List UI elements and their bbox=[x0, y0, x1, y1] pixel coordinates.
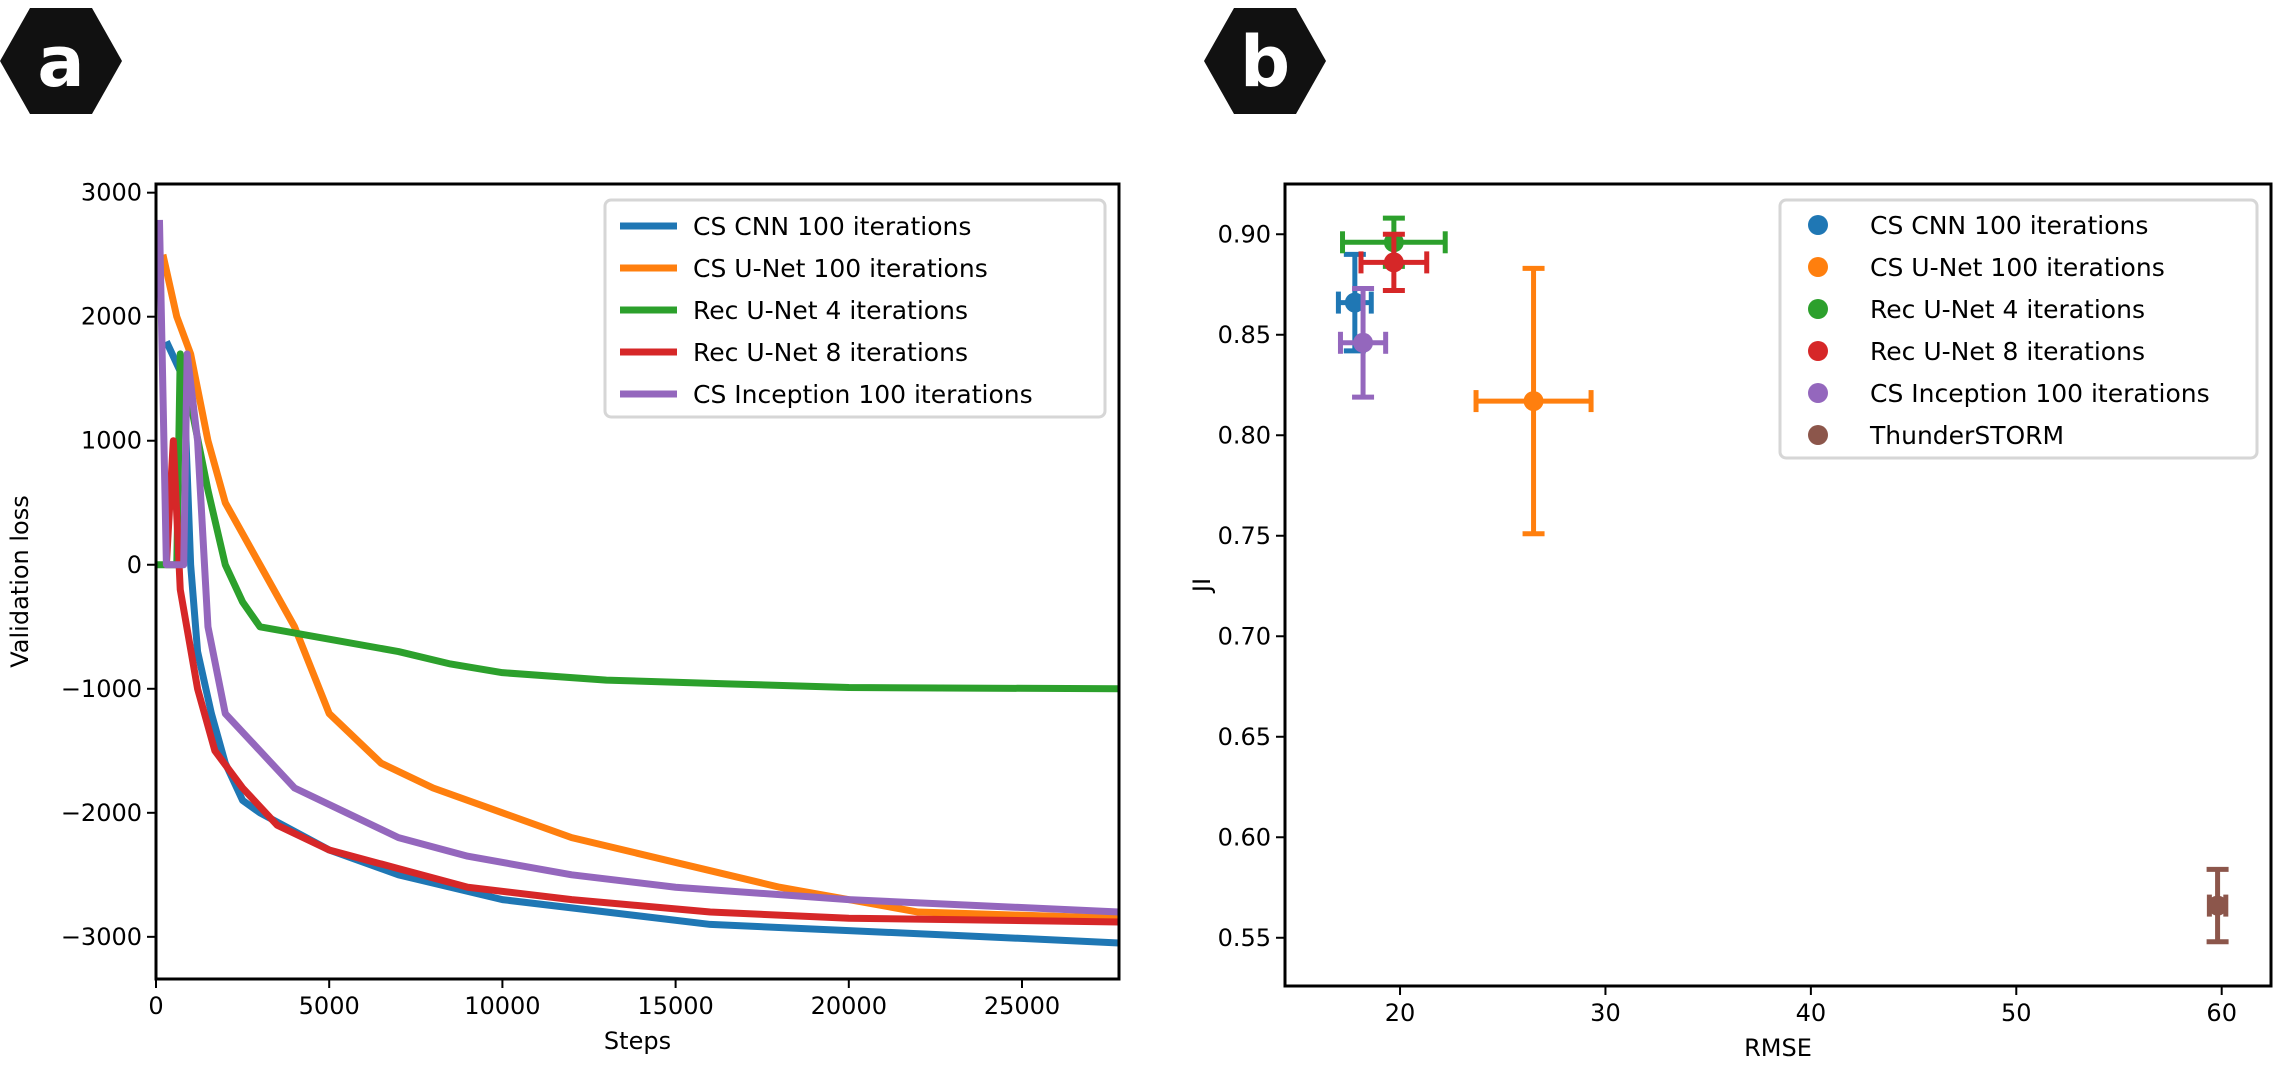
series-line-1 bbox=[159, 253, 1119, 922]
legend-item: Rec U-Net 4 iterations bbox=[1808, 295, 2145, 324]
data-point-5 bbox=[2206, 866, 2229, 945]
axes-frame bbox=[154, 182, 1121, 981]
legend-item: CS U-Net 100 iterations bbox=[1808, 253, 2165, 282]
x-tick-label: 20000 bbox=[811, 992, 887, 1020]
legend-marker bbox=[1808, 425, 1828, 445]
x-tick-label: 60 bbox=[2206, 999, 2237, 1027]
legend-label: CS U-Net 100 iterations bbox=[1870, 253, 2165, 282]
x-tick-label: 25000 bbox=[984, 992, 1060, 1020]
legend: CS CNN 100 iterations CS U-Net 100 iterat… bbox=[1778, 198, 2259, 460]
legend-marker bbox=[1808, 257, 1828, 277]
y-tick-label: 0.75 bbox=[1218, 522, 1271, 550]
series-line-4 bbox=[156, 219, 1119, 916]
badge-a: a bbox=[0, 8, 122, 114]
y-tick-label: 0.70 bbox=[1218, 622, 1271, 650]
x-tick-label: 0 bbox=[148, 992, 163, 1020]
data-point-0 bbox=[1335, 251, 1374, 354]
y-tick-label: −1000 bbox=[61, 675, 142, 703]
legend-item: CS CNN 100 iterations bbox=[620, 212, 971, 241]
y-tick-label: 2000 bbox=[81, 303, 142, 331]
axes-frame bbox=[1283, 182, 2273, 988]
y-tick-label: 1000 bbox=[81, 427, 142, 455]
y-tick-label: 0.80 bbox=[1218, 421, 1271, 449]
y-tick-label: 3000 bbox=[81, 179, 142, 207]
y-axis-label: JI bbox=[1188, 578, 1216, 594]
x-tick-label: 30 bbox=[1590, 999, 1621, 1027]
legend-marker bbox=[1808, 299, 1828, 319]
badge-b: b bbox=[1204, 8, 1326, 114]
data-point-3 bbox=[1358, 231, 1430, 294]
hexagon-badge-icon bbox=[0, 8, 122, 114]
legend: CS CNN 100 iterations CS U-Net 100 iterat… bbox=[603, 198, 1107, 419]
legend-label: CS U-Net 100 iterations bbox=[693, 254, 988, 283]
legend-label: Rec U-Net 8 iterations bbox=[693, 338, 968, 367]
marker bbox=[1523, 391, 1544, 412]
legend-label: Rec U-Net 4 iterations bbox=[693, 296, 968, 325]
data-point-1 bbox=[1473, 265, 1594, 537]
x-tick-label: 40 bbox=[1796, 999, 1827, 1027]
legend-item: CS CNN 100 iterations bbox=[1808, 211, 2148, 240]
legend-marker bbox=[1808, 215, 1828, 235]
y-tick-label: 0.85 bbox=[1218, 321, 1271, 349]
legend-label: Rec U-Net 8 iterations bbox=[1870, 337, 2145, 366]
legend-label: CS CNN 100 iterations bbox=[1870, 211, 2148, 240]
x-tick-label: 20 bbox=[1385, 999, 1416, 1027]
legend-item: CS Inception 100 iterations bbox=[1808, 379, 2210, 408]
y-axis-label: Validation loss bbox=[6, 495, 34, 668]
legend-label: CS Inception 100 iterations bbox=[693, 380, 1033, 409]
legend-item: CS Inception 100 iterations bbox=[620, 380, 1033, 409]
legend-item: Rec U-Net 8 iterations bbox=[1808, 337, 2145, 366]
marker bbox=[1353, 332, 1374, 353]
x-axis-label: Steps bbox=[604, 1027, 671, 1055]
data-point-4 bbox=[1337, 286, 1389, 400]
panel-b-ji-rmse-chart: 20 30 40 50 60 0.55 0.60 0.65 0.70 0.75 0.80 0.85 0.… bbox=[1188, 182, 2273, 1062]
legend-box bbox=[1778, 198, 2259, 460]
legend-label: Rec U-Net 4 iterations bbox=[1870, 295, 2145, 324]
y-tick-label: 0.65 bbox=[1218, 723, 1271, 751]
series-line-3 bbox=[162, 437, 1119, 926]
y-tick-label: −2000 bbox=[61, 799, 142, 827]
legend-marker bbox=[1808, 383, 1828, 403]
legend-item: ThunderSTORM bbox=[1808, 421, 2064, 450]
x-axis-label: RMSE bbox=[1744, 1034, 1812, 1062]
legend-item: CS U-Net 100 iterations bbox=[620, 254, 988, 283]
legend-label: ThunderSTORM bbox=[1869, 421, 2064, 450]
legend-box bbox=[603, 198, 1107, 419]
marker bbox=[1383, 252, 1404, 273]
legend-marker bbox=[1808, 341, 1828, 361]
badge-b-label: b bbox=[1240, 21, 1290, 103]
x-tick-label: 5000 bbox=[299, 992, 360, 1020]
legend-label: CS Inception 100 iterations bbox=[1870, 379, 2210, 408]
y-tick-label: 0 bbox=[127, 551, 142, 579]
badge-a-label: a bbox=[37, 21, 84, 103]
x-tick-label: 10000 bbox=[464, 992, 540, 1020]
legend-item: Rec U-Net 4 iterations bbox=[620, 296, 968, 325]
y-tick-label: −3000 bbox=[61, 923, 142, 951]
panel-a-loss-chart: 0 5000 10000 15000 20000 250003000200010000−1… bbox=[6, 179, 1121, 1055]
marker bbox=[2207, 895, 2228, 916]
legend-item: Rec U-Net 8 iterations bbox=[620, 338, 968, 367]
marker bbox=[1344, 292, 1365, 313]
legend-label: CS CNN 100 iterations bbox=[693, 212, 971, 241]
y-tick-label: 0.60 bbox=[1218, 823, 1271, 851]
y-tick-label: 0.55 bbox=[1218, 924, 1271, 952]
x-tick-label: 50 bbox=[2001, 999, 2032, 1027]
y-tick-label: 0.90 bbox=[1218, 220, 1271, 248]
hexagon-badge-icon bbox=[1204, 8, 1326, 114]
x-tick-label: 15000 bbox=[637, 992, 713, 1020]
